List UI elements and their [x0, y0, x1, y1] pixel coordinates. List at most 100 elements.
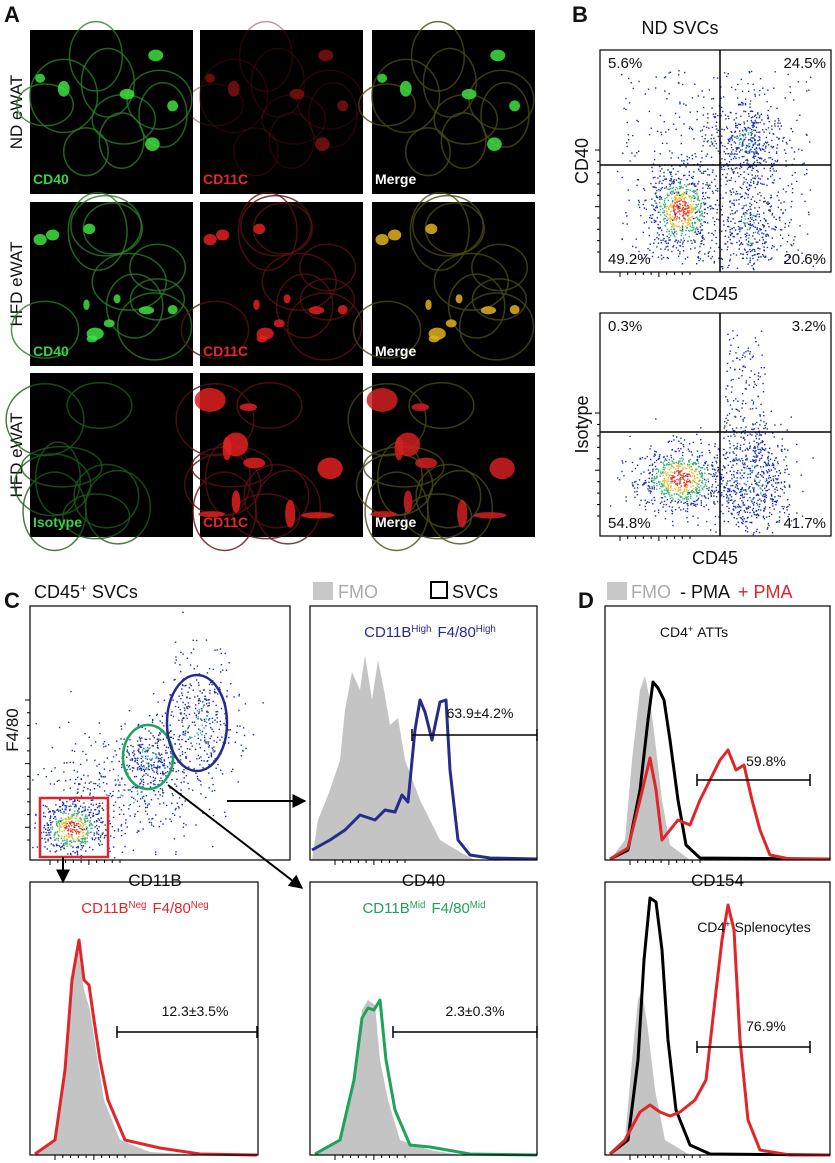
event-dot [759, 131, 760, 132]
event-dot [754, 381, 755, 382]
event-dot [44, 825, 45, 826]
event-dot [758, 495, 759, 496]
event-dot [744, 518, 745, 519]
event-dot [636, 120, 637, 121]
event-dot [83, 832, 84, 833]
event-dot [678, 192, 679, 193]
event-dot [651, 499, 652, 500]
event-dot [745, 459, 746, 460]
event-dot [668, 239, 669, 240]
event-dot [638, 200, 639, 201]
event-dot [735, 398, 736, 399]
event-dot [741, 522, 742, 523]
event-dot [707, 153, 708, 154]
event-dot [181, 721, 182, 722]
event-dot [645, 200, 646, 201]
event-dot [802, 491, 803, 492]
event-dot [701, 151, 702, 152]
event-dot [198, 728, 199, 729]
event-dot [219, 739, 220, 740]
event-dot [673, 226, 674, 227]
event-dot [693, 191, 694, 192]
event-dot [670, 481, 671, 482]
event-dot [691, 472, 692, 473]
event-dot [182, 751, 183, 752]
event-dot [178, 695, 179, 696]
event-dot [158, 754, 159, 755]
event-dot [87, 841, 88, 842]
event-dot [758, 222, 759, 223]
event-dot [669, 214, 670, 215]
event-dot [187, 728, 188, 729]
event-dot [747, 477, 748, 478]
channel-label: CD11C [203, 514, 248, 530]
event-dot [744, 496, 745, 497]
event-dot [179, 709, 180, 710]
event-dot [147, 747, 148, 748]
event-dot [670, 191, 671, 192]
event-dot [151, 818, 152, 819]
event-dot [755, 219, 756, 220]
event-dot [201, 734, 202, 735]
event-dot [666, 243, 667, 244]
event-dot [133, 750, 134, 751]
event-dot [791, 183, 792, 184]
event-dot [687, 478, 688, 479]
event-dot [736, 167, 737, 168]
event-dot [667, 246, 668, 247]
event-dot [180, 652, 181, 653]
event-dot [634, 497, 635, 498]
event-dot [784, 227, 785, 228]
event-dot [628, 139, 629, 140]
event-dot [172, 770, 173, 771]
event-dot [697, 524, 698, 525]
event-dot [645, 509, 646, 510]
event-dot [773, 478, 774, 479]
event-dot [684, 479, 685, 480]
event-dot [742, 196, 743, 197]
event-dot [760, 474, 761, 475]
event-dot [753, 130, 754, 131]
event-dot [707, 117, 708, 118]
event-dot [70, 828, 71, 829]
event-dot [137, 767, 138, 768]
event-dot [749, 522, 750, 523]
event-dot [687, 481, 688, 482]
event-dot [682, 493, 683, 494]
event-dot [751, 244, 752, 245]
event-dot [689, 175, 690, 176]
event-dot [715, 204, 716, 205]
event-dot [84, 843, 85, 844]
event-dot [765, 433, 766, 434]
event-dot [707, 184, 708, 185]
event-dot [119, 761, 120, 762]
event-dot [117, 779, 118, 780]
event-dot [698, 95, 699, 96]
event-dot [175, 851, 176, 852]
event-dot [188, 766, 189, 767]
event-dot [750, 468, 751, 469]
event-dot [745, 103, 746, 104]
event-dot [84, 822, 85, 823]
event-dot [679, 478, 680, 479]
event-dot [699, 251, 700, 252]
event-dot [745, 403, 746, 404]
event-dot [748, 139, 749, 140]
event-dot [103, 782, 104, 783]
event-dot [139, 766, 140, 767]
event-dot [728, 499, 729, 500]
event-dot [677, 502, 678, 503]
event-dot [745, 511, 746, 512]
event-dot [98, 810, 99, 811]
event-dot [182, 734, 183, 735]
event-dot [702, 183, 703, 184]
event-dot [73, 838, 74, 839]
event-dot [682, 464, 683, 465]
event-dot [776, 153, 777, 154]
event-dot [215, 692, 216, 693]
cell-signal [429, 328, 446, 340]
event-dot [655, 87, 656, 88]
event-dot [241, 745, 242, 746]
event-dot [673, 233, 674, 234]
event-dot [676, 479, 677, 480]
